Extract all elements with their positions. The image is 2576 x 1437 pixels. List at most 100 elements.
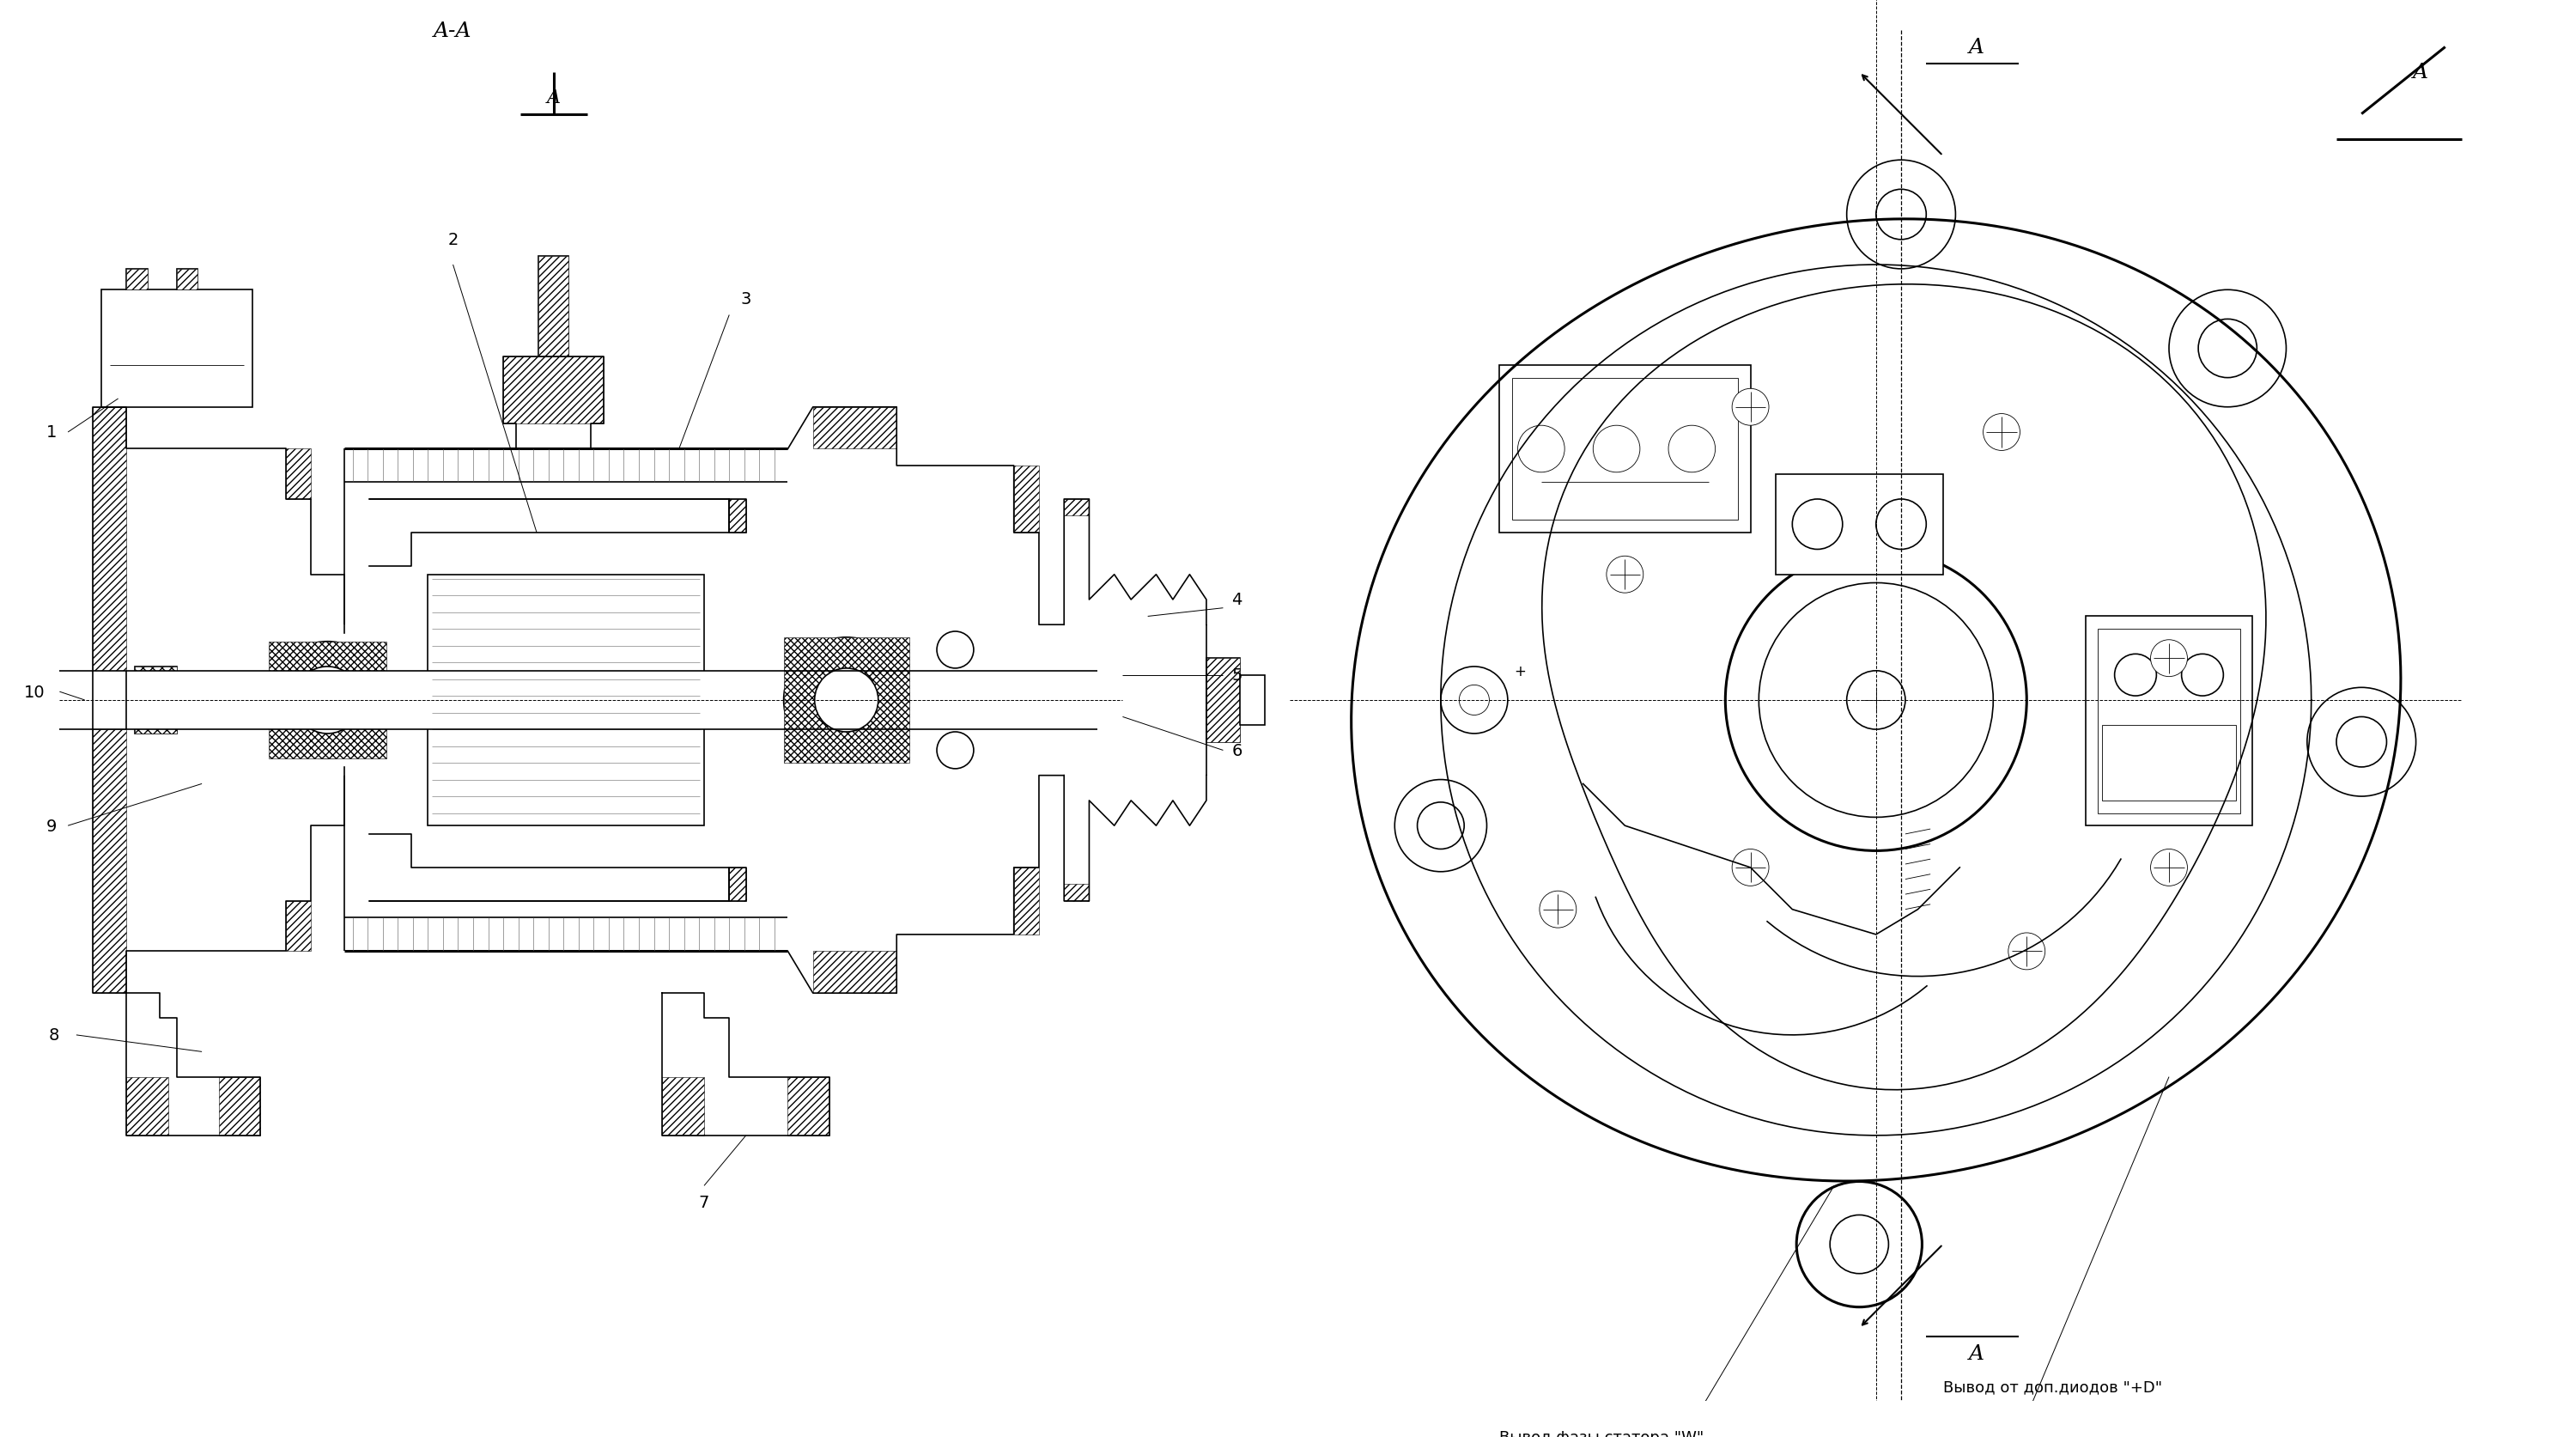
- Circle shape: [2308, 688, 2416, 796]
- Bar: [729, 500, 747, 533]
- Circle shape: [1847, 671, 1906, 730]
- Circle shape: [1592, 425, 1641, 473]
- Circle shape: [1540, 891, 1577, 928]
- Text: Вывод от доп.диодов "+D": Вывод от доп.диодов "+D": [1942, 1380, 2161, 1394]
- Bar: [178, 270, 198, 290]
- Circle shape: [1517, 425, 1564, 473]
- Circle shape: [1759, 583, 1994, 818]
- Bar: [1015, 868, 1038, 934]
- Circle shape: [1417, 802, 1463, 849]
- Bar: [67, 675, 93, 726]
- Circle shape: [2182, 654, 2223, 697]
- Circle shape: [2151, 639, 2187, 677]
- Circle shape: [2336, 717, 2385, 767]
- Bar: [134, 667, 178, 734]
- Circle shape: [1731, 849, 1770, 887]
- Text: A: A: [1968, 1344, 1984, 1364]
- Circle shape: [1394, 780, 1486, 872]
- Text: A-A: A-A: [433, 22, 471, 40]
- Text: A: A: [1968, 37, 1984, 57]
- Circle shape: [1984, 414, 2020, 451]
- Bar: [268, 642, 386, 759]
- Text: 7: 7: [698, 1194, 708, 1211]
- Bar: [67, 675, 93, 726]
- Circle shape: [2151, 849, 2187, 887]
- Bar: [93, 408, 126, 671]
- Text: 5: 5: [1231, 667, 1242, 684]
- Bar: [126, 1076, 167, 1135]
- Circle shape: [1875, 190, 1927, 240]
- Circle shape: [938, 632, 974, 668]
- Circle shape: [1829, 1216, 1888, 1273]
- Bar: [814, 408, 896, 450]
- Bar: [783, 638, 909, 763]
- Bar: [2087, 616, 2251, 826]
- Circle shape: [268, 642, 386, 759]
- Bar: [286, 450, 312, 500]
- Bar: [1015, 466, 1038, 533]
- Text: 10: 10: [23, 684, 44, 700]
- Bar: [1239, 675, 1265, 726]
- Bar: [59, 671, 1097, 730]
- Text: 3: 3: [742, 290, 752, 308]
- Text: Вывод фазы статора "W": Вывод фазы статора "W": [1499, 1430, 1703, 1437]
- Text: 1: 1: [46, 424, 57, 441]
- Bar: [100, 290, 252, 408]
- Bar: [1512, 378, 1739, 520]
- Circle shape: [1607, 556, 1643, 593]
- Bar: [788, 1076, 829, 1135]
- Text: A: A: [2411, 63, 2427, 83]
- Circle shape: [814, 668, 878, 733]
- Circle shape: [1829, 1216, 1888, 1273]
- Bar: [1206, 658, 1239, 743]
- Text: 2: 2: [448, 231, 459, 249]
- Bar: [286, 901, 312, 951]
- Circle shape: [938, 733, 974, 769]
- Circle shape: [1726, 550, 2027, 851]
- Circle shape: [1793, 500, 1842, 550]
- Bar: [93, 730, 126, 993]
- Circle shape: [783, 638, 909, 763]
- Circle shape: [1458, 685, 1489, 716]
- Bar: [538, 257, 569, 358]
- Bar: [662, 1076, 703, 1135]
- Circle shape: [2197, 319, 2257, 378]
- Circle shape: [1669, 425, 1716, 473]
- Circle shape: [1875, 500, 1927, 550]
- Circle shape: [294, 667, 361, 734]
- Bar: [814, 951, 896, 993]
- Bar: [134, 667, 178, 734]
- Polygon shape: [1352, 220, 2401, 1181]
- Bar: [428, 575, 703, 826]
- Circle shape: [1440, 667, 1507, 734]
- Text: A: A: [546, 89, 562, 108]
- Bar: [1499, 365, 1752, 533]
- Text: 6: 6: [1231, 743, 1242, 759]
- Bar: [538, 257, 569, 358]
- Circle shape: [294, 667, 361, 734]
- Circle shape: [2115, 654, 2156, 697]
- Bar: [502, 358, 603, 424]
- Circle shape: [2169, 290, 2285, 408]
- Circle shape: [1847, 161, 1955, 270]
- Circle shape: [2009, 933, 2045, 970]
- Bar: [1064, 500, 1090, 516]
- Text: +: +: [1515, 664, 1525, 678]
- Circle shape: [1795, 1181, 1922, 1308]
- Bar: [1064, 885, 1090, 901]
- Bar: [1775, 474, 1942, 575]
- Text: 8: 8: [49, 1027, 59, 1043]
- Bar: [1206, 658, 1239, 743]
- Bar: [2097, 629, 2241, 813]
- Text: 9: 9: [46, 818, 57, 833]
- Bar: [2102, 726, 2236, 800]
- Bar: [126, 270, 147, 290]
- Text: 4: 4: [1231, 592, 1242, 608]
- Bar: [729, 868, 747, 901]
- Bar: [219, 1076, 260, 1135]
- Circle shape: [1795, 1181, 1922, 1308]
- Circle shape: [1731, 389, 1770, 425]
- Bar: [178, 270, 198, 290]
- Bar: [126, 270, 147, 290]
- Circle shape: [814, 668, 878, 733]
